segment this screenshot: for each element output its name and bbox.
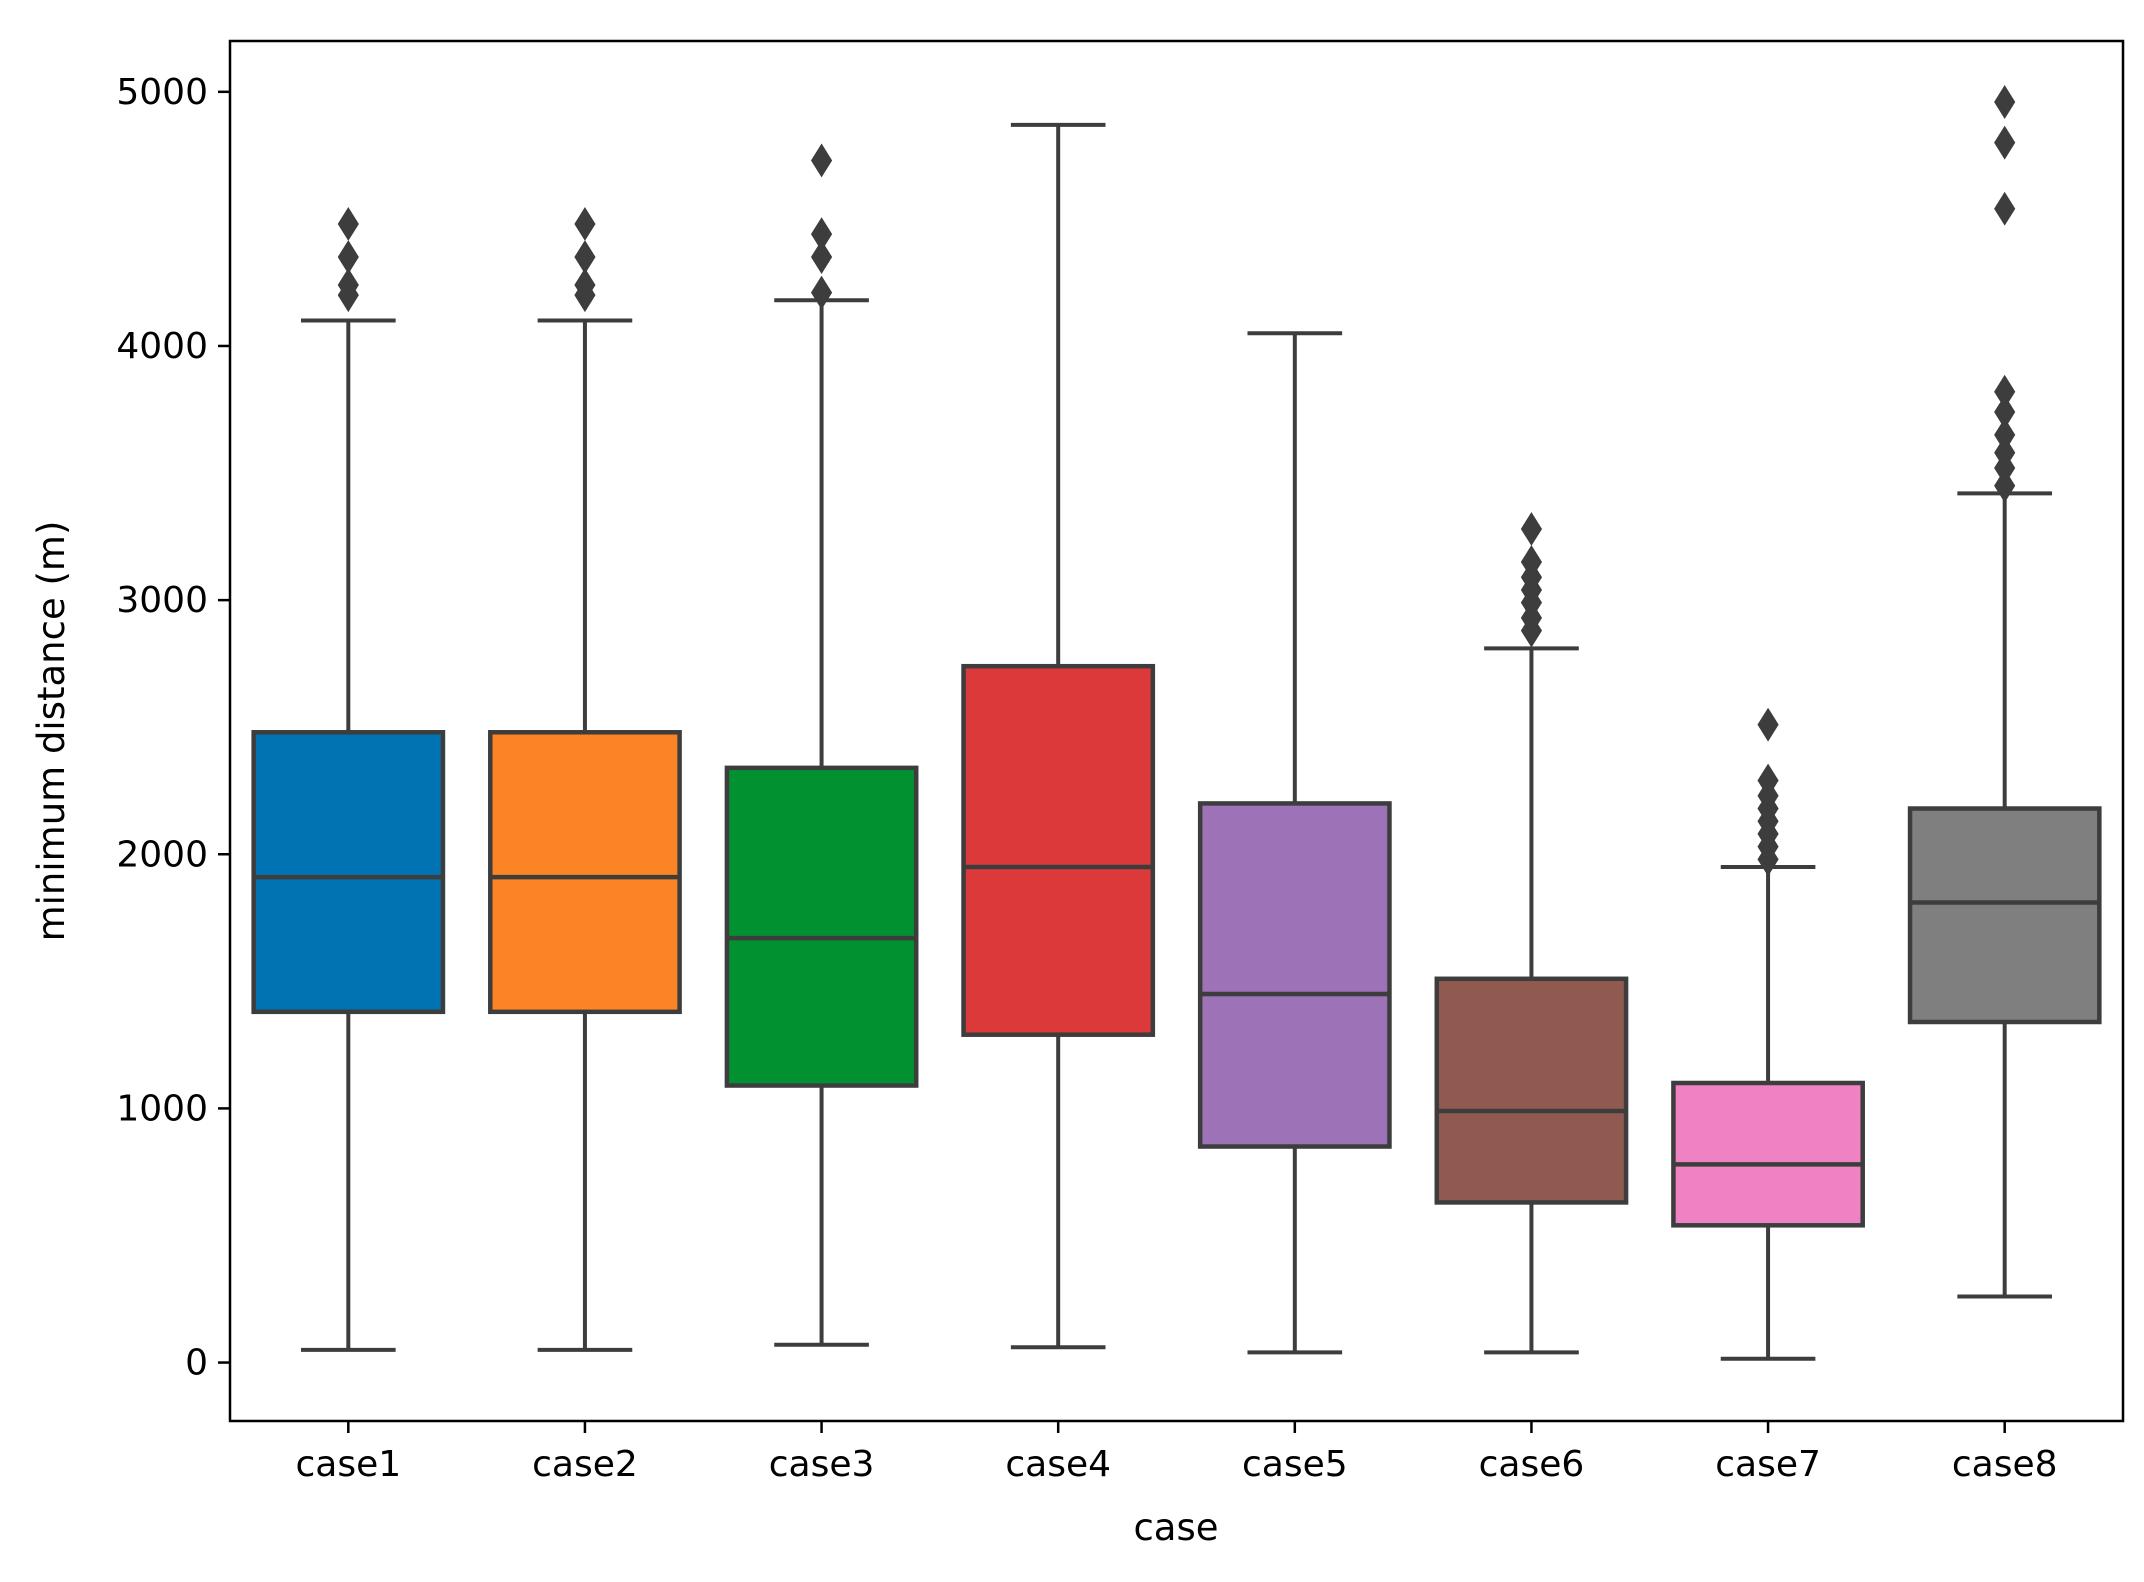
x-axis: case1 case2 case3 case4 case5 case6 case7 case8 — [295, 1421, 2058, 1485]
iqr-box — [1434, 976, 1629, 1205]
outlier-point — [1520, 512, 1543, 546]
iqr-box — [251, 730, 446, 1015]
plot-area — [251, 85, 2102, 1361]
outlier-point — [574, 207, 596, 241]
box-case6 — [1434, 512, 1629, 1355]
y-tick-label: 0 — [185, 1343, 208, 1384]
iqr-box — [1907, 806, 2102, 1025]
outlier-point — [337, 207, 359, 241]
box-case8 — [1907, 85, 2102, 1299]
y-tick-label: 1000 — [116, 1088, 208, 1129]
y-tick-label: 4000 — [116, 326, 208, 367]
outlier-point — [1994, 374, 2016, 409]
outlier-point — [337, 240, 359, 274]
box-case7 — [1671, 707, 1865, 1361]
x-tick-label: case8 — [1952, 1444, 2058, 1485]
axes-frame — [228, 39, 2125, 1423]
outlier-point — [1994, 417, 2016, 452]
outlier-point — [337, 268, 359, 302]
x-tick-label: case3 — [769, 1444, 875, 1485]
outlier-point — [574, 268, 596, 302]
outlier-point — [810, 143, 833, 178]
x-tick-label: case1 — [295, 1444, 401, 1485]
x-tick-label: case6 — [1479, 1444, 1585, 1485]
box-case5 — [1197, 331, 1392, 1355]
x-tick-label: case4 — [1005, 1444, 1111, 1485]
x-axis-label: case — [1133, 1506, 1218, 1549]
y-tick-label: 5000 — [116, 72, 208, 113]
box-case1 — [251, 207, 446, 1352]
y-tick-label: 2000 — [116, 834, 208, 875]
iqr-box — [1671, 1080, 1865, 1228]
box-case4 — [961, 122, 1156, 1350]
outlier-point — [1994, 125, 2016, 160]
x-tick-label: case5 — [1242, 1444, 1348, 1485]
iqr-box — [488, 730, 682, 1015]
outlier-point — [1994, 85, 2016, 119]
outlier-point — [1994, 191, 2016, 226]
y-axis-label: minimum distance (m) — [30, 521, 73, 942]
x-tick-label: case2 — [532, 1444, 638, 1485]
iqr-box — [724, 765, 919, 1088]
x-tick-label: case7 — [1715, 1444, 1821, 1485]
outlier-point — [810, 217, 833, 252]
box-case2 — [488, 207, 682, 1352]
outlier-point — [574, 240, 596, 274]
iqr-box — [1197, 801, 1392, 1149]
outlier-point — [810, 240, 833, 274]
outlier-point — [1994, 468, 2016, 503]
outlier-point — [1757, 763, 1779, 798]
outlier-point — [1994, 395, 2016, 429]
outlier-point — [1757, 707, 1779, 742]
y-tick-label: 3000 — [116, 580, 208, 621]
iqr-box — [961, 663, 1156, 1037]
outlier-point — [1520, 545, 1543, 579]
y-axis: 0 1000 2000 3000 4000 5000 — [116, 72, 230, 1384]
outlier-point — [1994, 435, 2016, 470]
outlier-point — [810, 275, 833, 310]
box-case3 — [724, 143, 919, 1347]
